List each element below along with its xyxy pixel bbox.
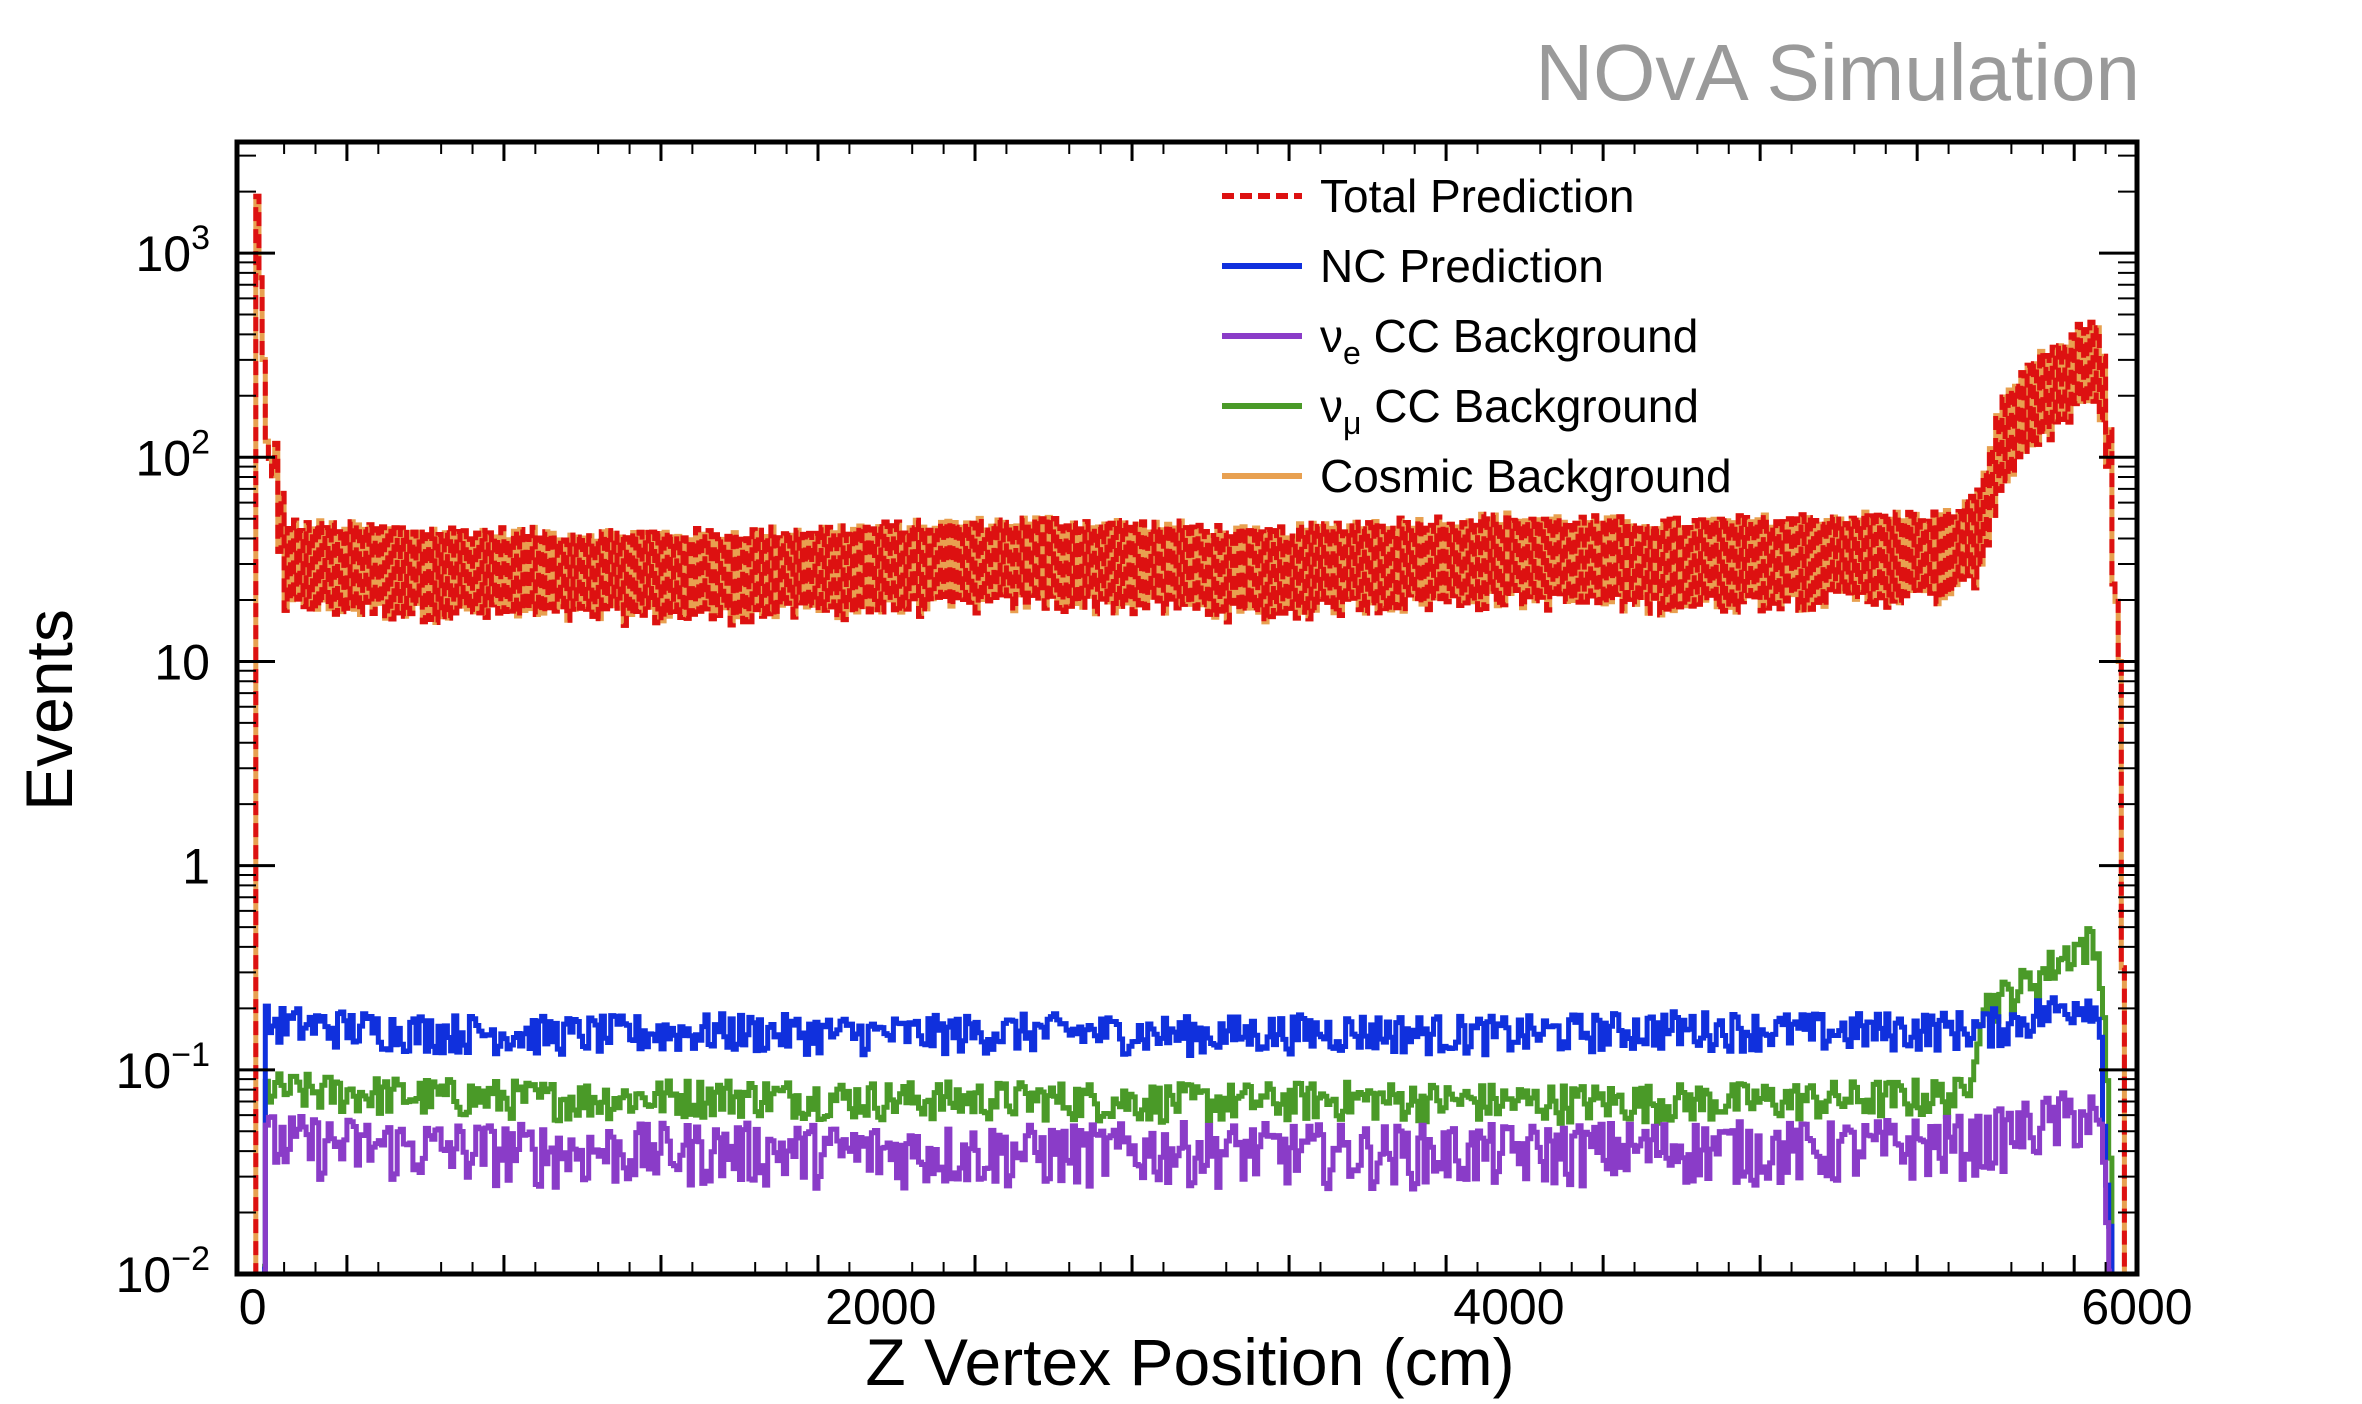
series-line-cosmic: [252, 193, 2128, 1274]
watermark: NOvA Simulation: [1535, 28, 2140, 117]
series-line-nc: [262, 995, 2115, 1274]
legend-label-nc: NC Prediction: [1320, 240, 1604, 292]
plot-frame: [234, 139, 2140, 1277]
x-tick-label: 4000: [1453, 1279, 1564, 1335]
legend-label-cosmic: Cosmic Background: [1320, 450, 1732, 502]
y-tick-label: 103: [135, 219, 210, 282]
y-tick-label: 102: [135, 423, 210, 486]
x-tick-label: 0: [239, 1279, 267, 1335]
y-tick-label: 1: [182, 839, 210, 895]
series-line-nue: [262, 1090, 2112, 1274]
series-layer: [252, 193, 2128, 1274]
series-line-total: [252, 193, 2128, 1274]
y-axis-title: Events: [12, 609, 86, 811]
x-tick-label: 6000: [2081, 1279, 2192, 1335]
x-tick-label: 2000: [825, 1279, 936, 1335]
y-tick-label: 10−2: [116, 1240, 210, 1303]
legend-label-total: Total Prediction: [1320, 170, 1635, 222]
axis-layer: 0 2000 4000 6000 10−2 10−1 1 10 102 103: [116, 142, 2193, 1335]
legend: Total Prediction NC Prediction νe CC Backg…: [1222, 170, 1732, 502]
legend-label-nue: νe CC Background: [1320, 310, 1698, 371]
y-tick-label: 10: [154, 634, 210, 690]
legend-label-numu: νμ CC Background: [1320, 380, 1699, 441]
series-line-numu: [262, 926, 2115, 1274]
y-tick-label: 10−1: [116, 1036, 210, 1099]
x-axis-title: Z Vertex Position (cm): [865, 1325, 1514, 1399]
